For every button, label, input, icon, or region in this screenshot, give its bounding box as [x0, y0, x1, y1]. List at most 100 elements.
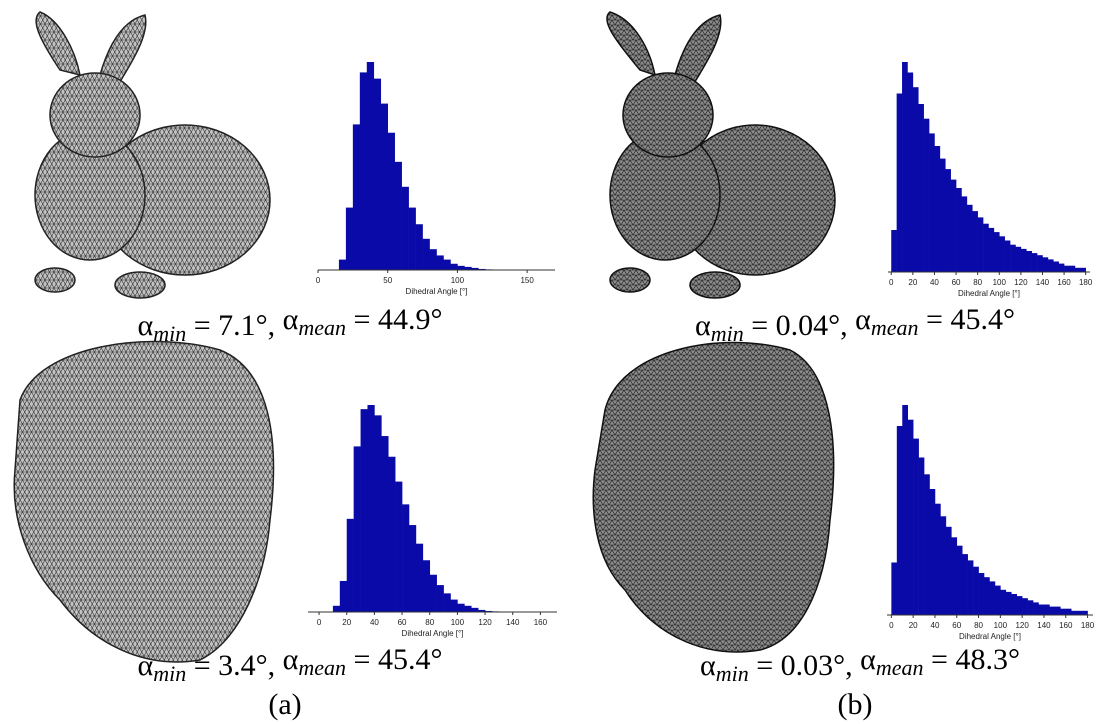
- caption-part: α: [283, 303, 299, 336]
- bar: [429, 574, 437, 612]
- x-tick-label: 140: [1036, 278, 1050, 287]
- bar: [443, 259, 451, 270]
- bar: [1010, 244, 1016, 272]
- x-tick-label: 0: [889, 278, 894, 287]
- bar: [1027, 600, 1034, 615]
- bar: [353, 446, 361, 612]
- x-tick-label: 100: [451, 618, 465, 627]
- bar: [1064, 265, 1070, 272]
- caption-part: α: [283, 643, 299, 676]
- bar: [401, 186, 409, 270]
- bar: [402, 504, 410, 612]
- bar: [1071, 610, 1077, 615]
- x-tick-label: 100: [993, 278, 1007, 287]
- bar: [485, 610, 493, 612]
- bar: [993, 232, 1000, 272]
- bunny-mesh: [606, 11, 836, 299]
- bar: [1065, 608, 1072, 615]
- bar: [956, 545, 963, 615]
- bar: [913, 438, 919, 615]
- bar: [1060, 608, 1067, 615]
- bar: [1042, 257, 1049, 272]
- bar: [457, 603, 465, 612]
- bar: [1004, 240, 1011, 272]
- bar: [994, 585, 1001, 615]
- x-tick-label: 0: [317, 618, 322, 627]
- x-axis-label: Dihedral Angle [°]: [402, 629, 464, 638]
- bar: [450, 263, 458, 270]
- bar: [1054, 606, 1061, 615]
- x-tick-label: 20: [908, 278, 917, 287]
- bar: [962, 554, 968, 615]
- caption-part: = 45.4°: [919, 303, 1015, 336]
- x-tick-label: 40: [370, 618, 379, 627]
- x-tick-label: 180: [1081, 621, 1095, 630]
- bar: [367, 405, 375, 612]
- x-tick-label: 120: [1015, 621, 1029, 630]
- bar: [966, 204, 973, 272]
- bar: [918, 457, 925, 615]
- bar: [945, 169, 951, 272]
- bar: [1022, 598, 1028, 615]
- bar: [436, 585, 444, 612]
- caption-part: α: [860, 643, 876, 676]
- subscript: min: [153, 661, 186, 686]
- bar: [478, 268, 486, 270]
- bar: [929, 133, 935, 272]
- bar: [478, 609, 486, 612]
- bar: [394, 161, 402, 270]
- bar: [972, 211, 978, 272]
- bar: [934, 146, 941, 272]
- bar: [891, 562, 898, 615]
- bar: [373, 78, 382, 270]
- bar: [945, 526, 952, 615]
- x-tick-label: 40: [930, 278, 939, 287]
- histograms: 0 50 100 150 Dihedral Angle [°] 0 20 40 60 80 100 1…: [308, 62, 1095, 641]
- bar: [464, 266, 472, 270]
- subscript: mean: [298, 315, 346, 340]
- caption: αmin = 7.1°, αmean = 44.9°: [138, 303, 443, 346]
- bar: [1076, 610, 1083, 615]
- x-tick-label: 180: [1079, 278, 1093, 287]
- subscript: min: [153, 321, 186, 346]
- caption-part: = 48.3°: [924, 643, 1020, 676]
- x-tick-label: 120: [1014, 278, 1028, 287]
- bar: [1049, 606, 1056, 615]
- bar: [352, 124, 361, 271]
- bar: [1015, 246, 1022, 272]
- subscript: min: [716, 661, 749, 686]
- bar: [988, 227, 995, 272]
- bar: [1037, 255, 1043, 272]
- bar: [956, 188, 962, 272]
- bar: [896, 93, 903, 272]
- bar: [408, 207, 416, 270]
- x-tick-label: 160: [1059, 621, 1073, 630]
- caption: αmin = 0.03°, αmean = 48.3°: [700, 643, 1020, 686]
- bar: [408, 525, 417, 612]
- bar: [388, 456, 396, 612]
- bunny-mesh: [34, 11, 271, 299]
- subscript: mean: [298, 655, 346, 680]
- caption-part: = 3.4°,: [186, 649, 282, 682]
- bar: [929, 489, 936, 615]
- bar: [422, 238, 430, 270]
- bar: [359, 72, 368, 271]
- bar: [1011, 594, 1018, 615]
- bar: [1020, 248, 1027, 272]
- bar: [907, 72, 914, 272]
- bar: [1080, 267, 1086, 272]
- subfigure-label: (b): [838, 688, 873, 721]
- x-tick-label: 80: [974, 621, 983, 630]
- bar: [896, 426, 903, 615]
- bar: [346, 518, 354, 612]
- x-axis-label: Dihedral Angle [°]: [406, 287, 468, 296]
- bar: [1016, 596, 1023, 615]
- caption-part: = 44.9°: [346, 303, 442, 336]
- bar: [1058, 263, 1065, 272]
- bar: [902, 405, 909, 615]
- subfigure-label: (a): [268, 688, 301, 721]
- bar: [977, 217, 984, 272]
- bar: [967, 560, 974, 615]
- x-tick-label: 160: [1057, 278, 1071, 287]
